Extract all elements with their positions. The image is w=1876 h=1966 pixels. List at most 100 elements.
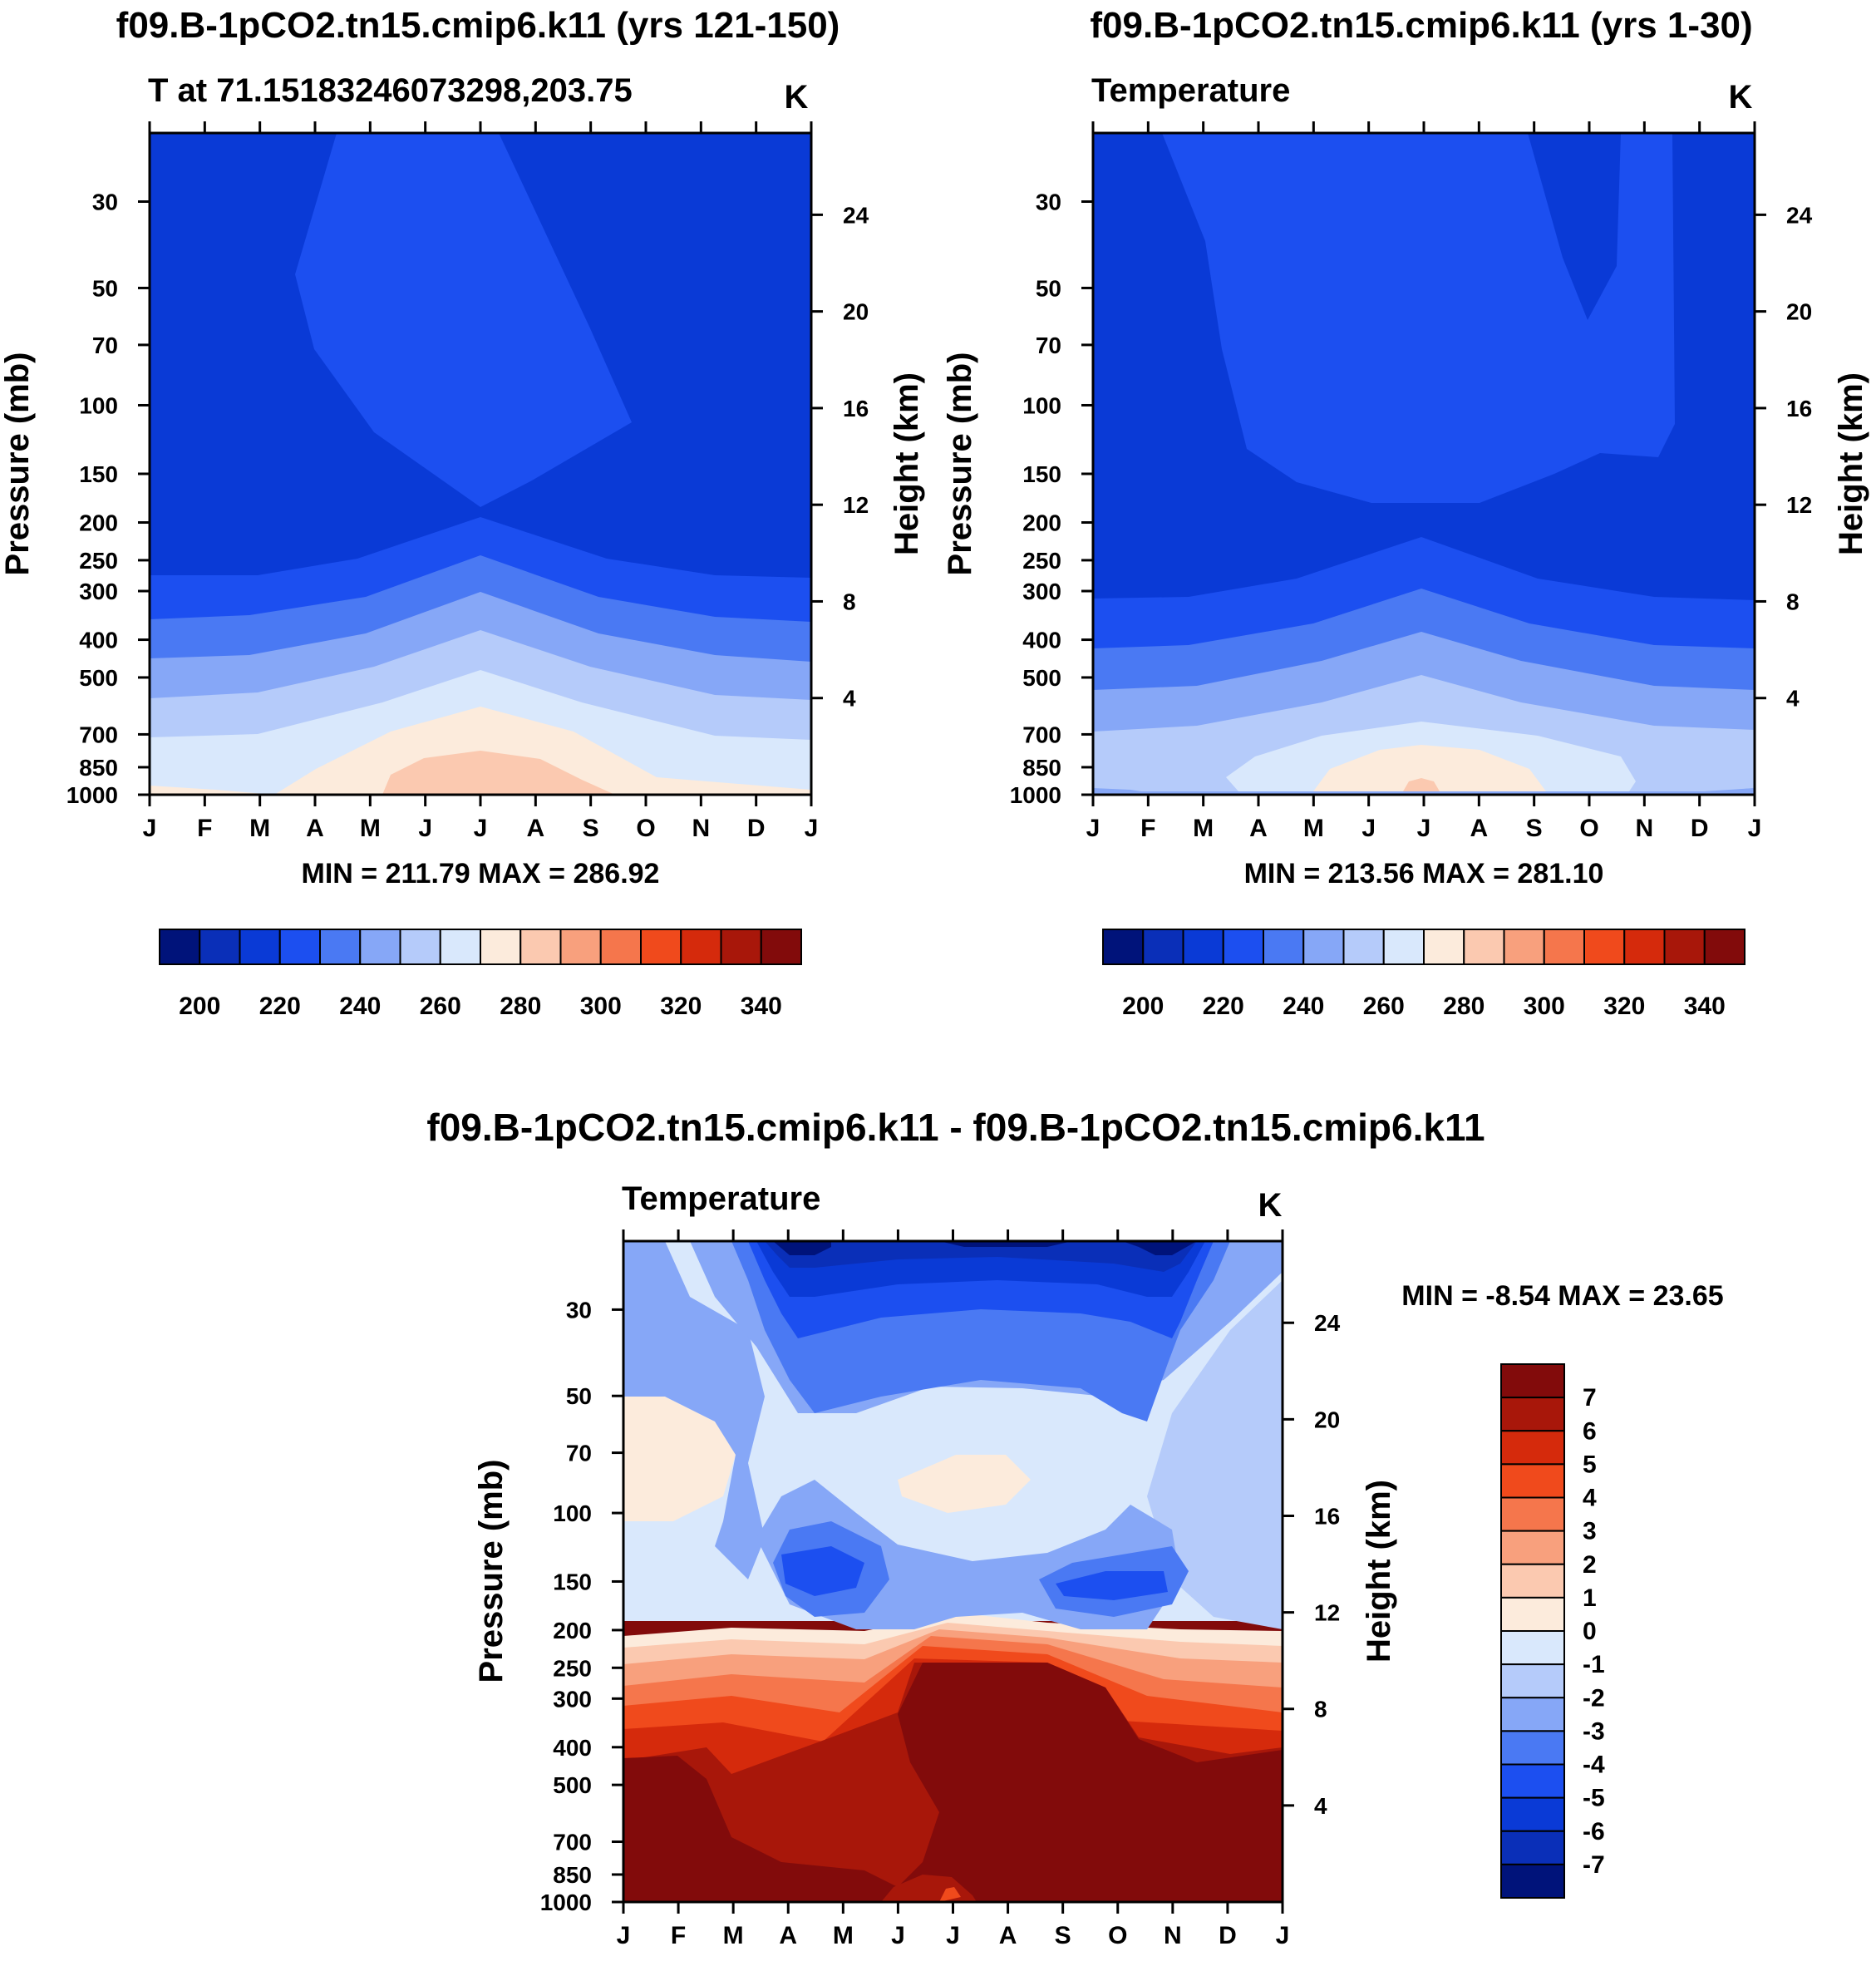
panel-2-colorbar: 200 220 240 260 280 300 320 340 [1102, 929, 1746, 1020]
x-tick-label: F [1140, 815, 1155, 842]
colorbar-box [1500, 1363, 1565, 1399]
colorbar-box [1102, 929, 1145, 965]
colorbar-label: -2 [1583, 1684, 1605, 1712]
pressure-tick-label: 700 [1022, 722, 1061, 747]
height-tick-label: 16 [1314, 1503, 1340, 1529]
pressure-tick-label: 400 [1022, 628, 1061, 653]
colorbar-box [1500, 1697, 1565, 1732]
panel-1-ylabel: Pressure (mb) [0, 352, 36, 576]
panel-2-stats: MIN = 213.56 MAX = 281.10 [1244, 858, 1604, 889]
panel-2-title: f09.B-1pCO2.tn15.cmip6.k11 (yrs 1-30) [1090, 5, 1752, 46]
height-tick-label: 8 [1314, 1697, 1327, 1722]
x-tick-label: N [692, 815, 710, 842]
height-tick-label: 24 [1786, 202, 1813, 228]
colorbar-box [480, 929, 522, 965]
panel-2-ylabel-right: Height (km) [1833, 372, 1869, 555]
x-tick-label: M [360, 815, 381, 842]
colorbar-box [1500, 1830, 1565, 1865]
x-tick-label: O [1108, 1922, 1127, 1949]
pressure-tick-label: 300 [553, 1686, 592, 1712]
pressure-tick-label: 30 [92, 190, 118, 215]
pressure-tick-label: 400 [79, 628, 118, 653]
pressure-tick-label: 250 [553, 1655, 592, 1681]
colorbar-label: 240 [1283, 993, 1324, 1020]
pressure-tick-label: 1000 [66, 782, 118, 808]
pressure-tick-label: 150 [553, 1569, 592, 1594]
colorbar-box [159, 929, 201, 965]
height-tick-label: 24 [1314, 1310, 1341, 1336]
height-tick-label: 4 [1314, 1793, 1327, 1819]
x-tick-label: D [747, 815, 766, 842]
height-tick-label: 20 [843, 299, 869, 325]
x-tick-label: A [779, 1922, 797, 1949]
colorbar-box [599, 929, 642, 965]
panel-2-yrs-1-30: f09.B-1pCO2.tn15.cmip6.k11 (yrs 1-30) Te… [942, 5, 1869, 1020]
x-tick-label: J [1748, 815, 1762, 842]
height-tick-label: 20 [1786, 299, 1812, 325]
colorbar-label: 200 [1122, 993, 1164, 1020]
band-neg-1-left-low [623, 1538, 731, 1621]
band-pos-7-core [623, 1663, 1283, 1902]
colorbar-box [1500, 1430, 1565, 1466]
colorbar-box [1302, 929, 1345, 965]
x-tick-label: J [1417, 815, 1431, 842]
band-270-280 [1313, 745, 1546, 791]
colorbar-label: 340 [741, 993, 782, 1020]
colorbar-box [1463, 929, 1505, 965]
x-tick-label: D [1691, 815, 1709, 842]
colorbar-box [1182, 929, 1224, 965]
colorbar-box [1500, 1397, 1565, 1432]
pressure-tick-label: 700 [79, 722, 118, 747]
colorbar-box [519, 929, 562, 965]
colorbar-box [1500, 1630, 1565, 1666]
panel-2-ylabel: Pressure (mb) [942, 352, 978, 576]
x-tick-label: J [1276, 1922, 1290, 1949]
x-tick-label: J [617, 1922, 631, 1949]
colorbar-box [760, 929, 802, 965]
band-270-280-left [150, 786, 274, 795]
colorbar-box [1663, 929, 1706, 965]
colorbar-box [1382, 929, 1425, 965]
colorbar-box [1583, 929, 1626, 965]
panel-2-units: K [1729, 79, 1753, 116]
colorbar-label: -7 [1583, 1851, 1605, 1879]
x-tick-label: J [143, 815, 157, 842]
colorbar-box [640, 929, 682, 965]
colorbar-box [1500, 1730, 1565, 1766]
colorbar-box [1500, 1563, 1565, 1599]
pressure-tick-label: 200 [79, 510, 118, 536]
band-220-230-upper [295, 133, 632, 507]
x-tick-label: O [1579, 815, 1598, 842]
colorbar-label: -6 [1583, 1818, 1605, 1845]
height-tick-label: 20 [1314, 1407, 1340, 1432]
colorbar-label: 0 [1583, 1618, 1597, 1645]
height-tick-label: 12 [843, 492, 869, 518]
pressure-tick-label: 70 [566, 1441, 592, 1466]
pressure-tick-label: 200 [553, 1618, 592, 1643]
pressure-tick-label: 150 [79, 461, 118, 487]
colorbar-box [1500, 1863, 1565, 1899]
height-tick-label: 8 [1786, 589, 1800, 614]
panel-1-axes: J F M A M J J A S O N D J 30 50 70 100 150 200 250 300 400 500… [66, 121, 869, 842]
band-280-290 [1403, 778, 1440, 791]
colorbar-box [1703, 929, 1746, 965]
colorbar-label: 3 [1583, 1518, 1597, 1545]
panel-1-contours [150, 133, 811, 795]
pressure-tick-label: 400 [553, 1735, 592, 1761]
x-tick-label: J [418, 815, 432, 842]
pressure-tick-label: 30 [566, 1297, 592, 1323]
height-tick-label: 8 [843, 589, 856, 614]
colorbar-box [1500, 1796, 1565, 1832]
panel-1-title: f09.B-1pCO2.tn15.cmip6.k11 (yrs 121-150) [116, 5, 840, 46]
x-tick-label: D [1219, 1922, 1237, 1949]
pressure-tick-label: 30 [1036, 190, 1061, 215]
colorbar-box [1142, 929, 1184, 965]
panel-3-axes: J F M A M J J A S O N D J 30 50 70 100 150 200 250 300 400 500… [540, 1229, 1341, 1949]
panel-2-axes: J F M A M J J A S O N D J 30 50 70 100 150 200 250 300 400 500… [1010, 121, 1813, 842]
height-tick-label: 24 [843, 202, 869, 228]
x-tick-label: M [1193, 815, 1214, 842]
height-tick-label: 4 [1786, 686, 1800, 712]
panel-3-units: K [1258, 1187, 1283, 1224]
colorbar-label: 220 [1203, 993, 1244, 1020]
colorbar-box [439, 929, 481, 965]
